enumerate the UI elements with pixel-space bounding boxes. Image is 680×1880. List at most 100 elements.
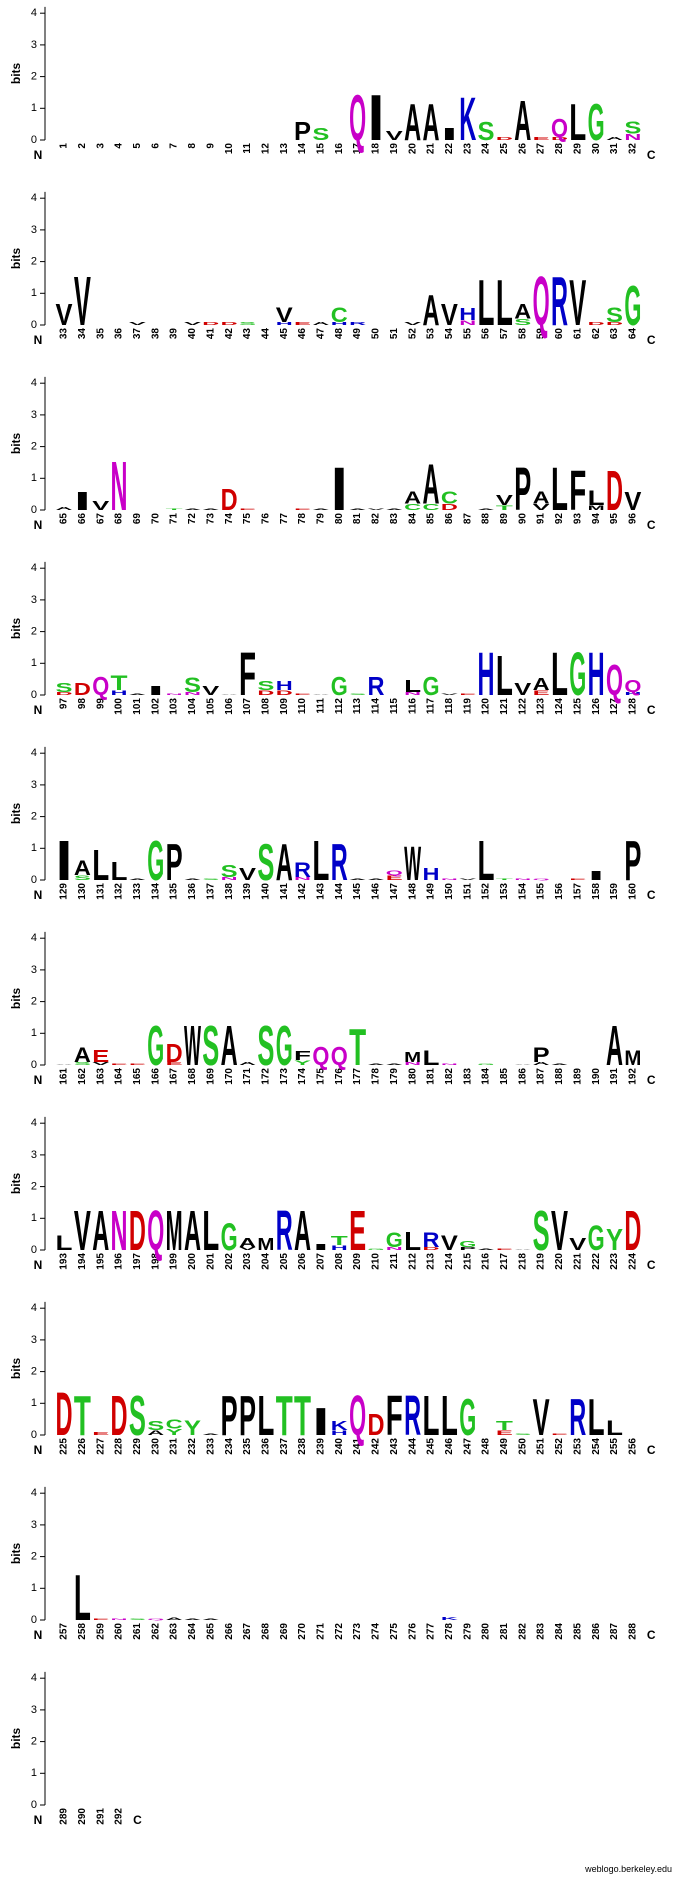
position-label: 206 (297, 1253, 308, 1270)
y-tick-label: 0 (31, 1799, 37, 1811)
position-label: 30 (591, 143, 602, 155)
position-label: 220 (554, 1253, 565, 1270)
position-label: 186 (517, 1068, 528, 1085)
logo-letter: A (386, 1063, 406, 1066)
position-label: 179 (389, 1068, 400, 1085)
position-label: 91 (536, 513, 547, 525)
position-label: 182 (444, 1068, 455, 1085)
y-tick-label: 1 (31, 1767, 37, 1779)
logo-letter: S (257, 679, 275, 694)
y-tick-label: 2 (31, 1181, 37, 1193)
position-label: 153 (499, 883, 510, 900)
logo-letter: D (111, 1383, 128, 1447)
logo-letter: R (404, 1383, 421, 1447)
position-label: 262 (150, 1623, 161, 1640)
position-label: 29 (572, 143, 583, 155)
position-label: 54 (444, 328, 455, 340)
position-label: 260 (114, 1623, 125, 1640)
logo-letter: N (404, 691, 422, 696)
position-label: 197 (132, 1253, 143, 1270)
logo-letter: H (478, 642, 495, 709)
logo-letter: M (257, 1235, 274, 1255)
position-label: 1 (59, 143, 70, 149)
n-terminus-label: N (34, 1443, 43, 1457)
position-label: 243 (389, 1438, 400, 1455)
logo-letter: L (423, 1046, 440, 1070)
logo-letter: A (294, 1198, 311, 1262)
position-label: 189 (572, 1068, 583, 1085)
position-label: 209 (352, 1253, 363, 1270)
logo-letter: S (56, 681, 74, 696)
position-label: 166 (150, 1068, 161, 1085)
logo-letter: A (239, 1061, 257, 1066)
logo-letter: T (331, 1234, 348, 1249)
logo-letter: G (459, 1239, 476, 1248)
logo-letter: V (551, 1198, 568, 1262)
position-label: 57 (499, 328, 510, 340)
logo-letter: A (533, 1061, 551, 1066)
logo-letter: Q (606, 655, 623, 705)
position-label: 180 (407, 1068, 418, 1085)
y-tick-label: 3 (31, 1704, 37, 1716)
y-tick-label: 3 (31, 409, 37, 421)
logo-letter: D (221, 483, 238, 517)
position-label: 121 (499, 698, 510, 715)
logo-letter: G (569, 642, 586, 709)
position-label: 37 (132, 328, 143, 340)
position-label: 119 (462, 698, 473, 715)
position-label: 36 (114, 328, 125, 340)
position-label: 198 (150, 1253, 161, 1270)
position-label: 176 (334, 1068, 345, 1085)
position-label: 192 (627, 1068, 638, 1085)
position-label: 229 (132, 1438, 143, 1455)
logo-letter: S (514, 1433, 532, 1436)
position-label: 275 (389, 1623, 400, 1640)
logo-letter: D (202, 321, 220, 326)
position-label: 190 (591, 1068, 602, 1085)
y-tick-label: 1 (31, 472, 37, 484)
logo-letter: Q (624, 677, 641, 697)
position-label: 199 (169, 1253, 180, 1270)
logo-letter: Q (386, 869, 404, 877)
logo-letter: D (276, 689, 293, 697)
logo-letter: Y (606, 1223, 623, 1257)
position-label: 112 (334, 698, 345, 715)
position-label: 212 (407, 1253, 418, 1270)
logo-letter: H (459, 306, 476, 326)
position-label: 250 (517, 1438, 528, 1455)
y-tick-label: 0 (31, 1429, 37, 1441)
position-label: 129 (59, 883, 70, 900)
position-label: 283 (536, 1623, 547, 1640)
logo-letter: N (111, 1198, 128, 1262)
position-label: 70 (150, 513, 161, 525)
logo-letter: S (129, 1618, 147, 1621)
logo-letter: G (478, 1063, 496, 1066)
y-tick-label: 2 (31, 256, 37, 268)
position-label: 107 (242, 698, 253, 715)
y-tick-label: 3 (31, 594, 37, 606)
position-label: 13 (279, 143, 290, 155)
position-label: 224 (627, 1253, 638, 1270)
position-label: 235 (242, 1438, 253, 1455)
position-label: 139 (242, 883, 253, 900)
logo-letter: V (404, 321, 424, 326)
logo-letter: T (496, 504, 516, 512)
logo-letter: E (386, 874, 404, 882)
position-label: 76 (260, 513, 271, 525)
logo-letter: I (312, 1401, 329, 1445)
y-tick-label: 2 (31, 811, 37, 823)
position-label: 276 (407, 1623, 418, 1640)
position-label: 168 (187, 1068, 198, 1085)
position-label: 106 (224, 698, 235, 715)
position-label: 77 (279, 513, 290, 525)
position-label: 279 (462, 1623, 473, 1640)
position-label: 259 (95, 1623, 106, 1640)
logo-letter: E (92, 1618, 110, 1621)
logo-letter: P (166, 833, 183, 891)
position-label: 113 (352, 698, 363, 715)
position-label: 115 (389, 698, 400, 715)
logo-letter: A (129, 878, 149, 881)
position-label: 227 (95, 1438, 106, 1455)
position-label: 111 (316, 698, 327, 714)
y-axis-label: bits (9, 987, 23, 1009)
